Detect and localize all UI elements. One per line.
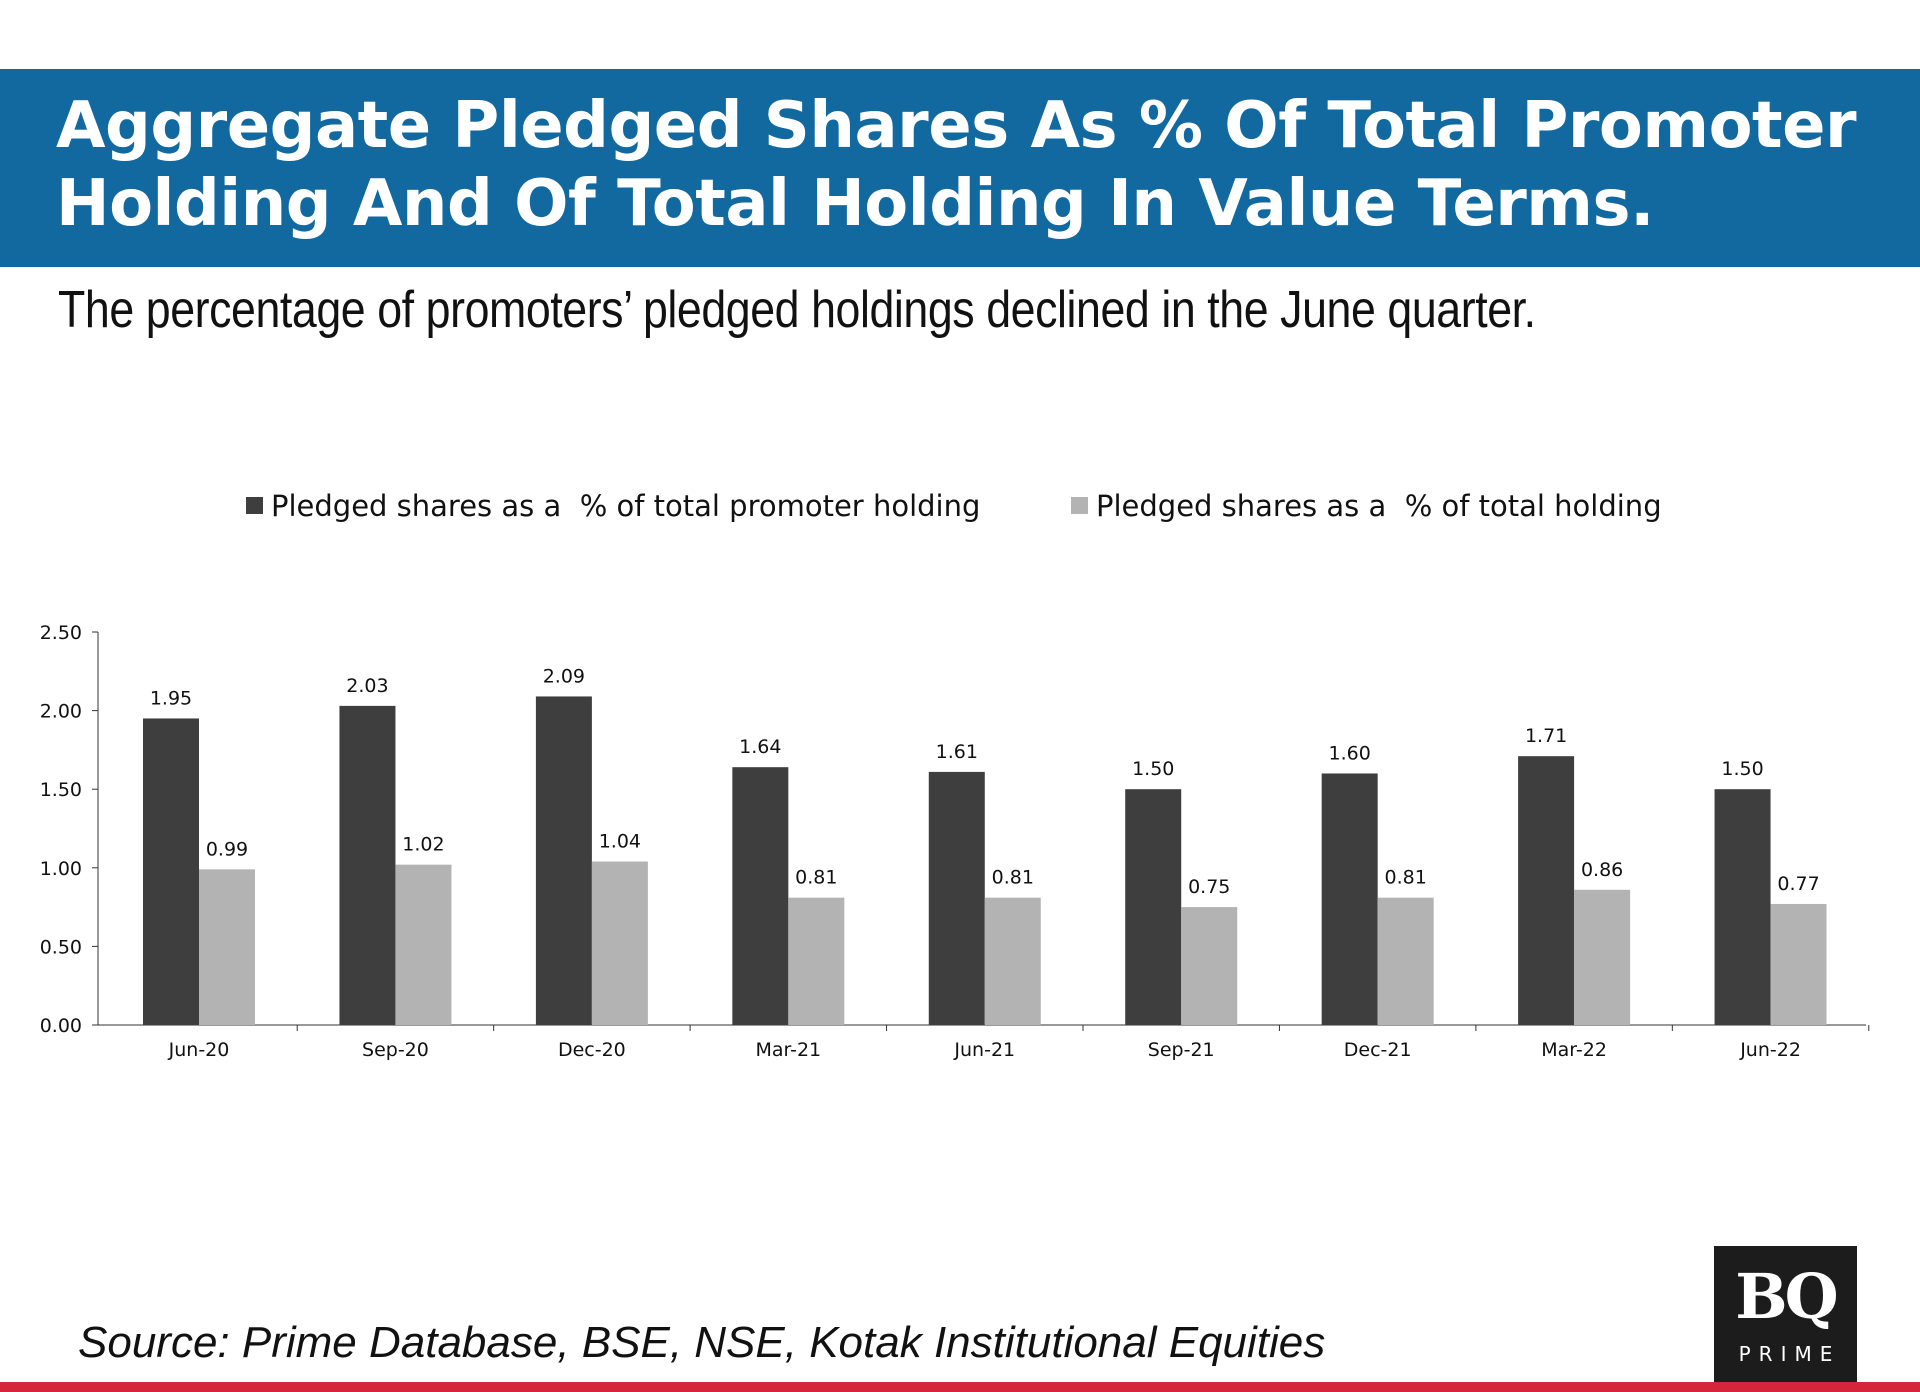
data-label-series-2-Dec-20: 1.04 xyxy=(599,831,641,853)
x-tick-label-Dec-21: Dec-21 xyxy=(1344,1039,1412,1061)
logo-text-top: BQ xyxy=(1735,1260,1838,1333)
bar-series-1-Sep-21 xyxy=(1125,789,1182,1025)
bar-series-1-Jun-22 xyxy=(1714,789,1771,1025)
bq-prime-logo: BQ PRIME xyxy=(1714,1246,1857,1392)
bar-chart: Pledged shares as a % of total promoter … xyxy=(40,489,1870,1061)
y-tick-label: 0.50 xyxy=(40,936,82,958)
data-label-series-1-Sep-21: 1.50 xyxy=(1132,758,1174,780)
source-note: Source: Prime Database, BSE, NSE, Kotak … xyxy=(78,1318,1326,1367)
data-label-series-2-Mar-22: 0.86 xyxy=(1581,859,1623,881)
bar-series-1-Jun-20 xyxy=(143,718,199,1025)
bar-series-2-Sep-21 xyxy=(1181,907,1238,1025)
data-label-series-1-Mar-21: 1.64 xyxy=(739,736,781,758)
data-label-series-2-Jun-21: 0.81 xyxy=(992,867,1034,889)
data-label-series-2-Jun-20: 0.99 xyxy=(206,838,248,860)
x-tick-label-Sep-21: Sep-21 xyxy=(1148,1039,1215,1061)
subtitle: The percentage of promoters’ pledged hol… xyxy=(58,281,1536,339)
data-label-series-1-Dec-21: 1.60 xyxy=(1329,742,1371,764)
bar-series-2-Jun-22 xyxy=(1770,903,1827,1025)
x-tick-label-Mar-21: Mar-21 xyxy=(755,1039,821,1061)
x-tick-label-Jun-21: Jun-21 xyxy=(953,1039,1015,1061)
y-tick-label: 2.50 xyxy=(40,622,82,644)
title-band: Aggregate Pledged Shares As % Of Total P… xyxy=(0,69,1920,267)
data-label-series-1-Jun-21: 1.61 xyxy=(936,741,978,763)
bar-series-2-Sep-20 xyxy=(395,864,452,1025)
bar-series-1-Mar-22 xyxy=(1518,756,1575,1025)
bar-series-1-Dec-21 xyxy=(1321,773,1378,1025)
x-tick-label-Sep-20: Sep-20 xyxy=(362,1039,429,1061)
legend-label-1: Pledged shares as a % of total promoter … xyxy=(271,489,980,523)
legend-label-2: Pledged shares as a % of total holding xyxy=(1096,489,1662,523)
bar-series-1-Sep-20 xyxy=(339,705,396,1025)
logo-text-bottom: PRIME xyxy=(1738,1342,1841,1366)
bar-series-1-Dec-20 xyxy=(535,696,592,1025)
bar-series-2-Dec-20 xyxy=(591,861,648,1025)
data-label-series-2-Mar-21: 0.81 xyxy=(795,867,837,889)
data-label-series-2-Sep-21: 0.75 xyxy=(1188,876,1230,898)
title-line-1: Aggregate Pledged Shares As % Of Total P… xyxy=(56,89,1857,163)
x-tick-label-Dec-20: Dec-20 xyxy=(558,1039,626,1061)
y-tick-label: 1.50 xyxy=(40,779,82,801)
data-label-series-1-Mar-22: 1.71 xyxy=(1525,725,1567,747)
title-line-2: Holding And Of Total Holding In Value Te… xyxy=(56,167,1654,241)
y-tick-label: 0.00 xyxy=(40,1015,82,1037)
x-tick-label-Jun-20: Jun-20 xyxy=(168,1039,230,1061)
bar-series-2-Mar-21 xyxy=(788,897,845,1025)
bar-series-2-Jun-20 xyxy=(199,869,255,1025)
bar-series-2-Dec-21 xyxy=(1377,897,1434,1025)
data-label-series-1-Sep-20: 2.03 xyxy=(346,675,388,697)
bar-series-2-Jun-21 xyxy=(984,897,1041,1025)
data-label-series-2-Sep-20: 1.02 xyxy=(402,834,444,856)
bar-series-1-Mar-21 xyxy=(732,767,789,1025)
data-label-series-1-Jun-20: 1.95 xyxy=(150,687,192,709)
data-label-series-2-Jun-22: 0.77 xyxy=(1777,873,1819,895)
legend-swatch-2 xyxy=(1071,497,1088,514)
footer-line xyxy=(0,1382,1920,1392)
data-label-series-1-Dec-20: 2.09 xyxy=(543,665,585,687)
legend-swatch-1 xyxy=(246,497,263,514)
x-tick-label-Mar-22: Mar-22 xyxy=(1541,1039,1607,1061)
data-label-series-2-Dec-21: 0.81 xyxy=(1385,867,1427,889)
y-tick-label: 1.00 xyxy=(40,858,82,880)
x-tick-label-Jun-22: Jun-22 xyxy=(1739,1039,1801,1061)
y-tick-label: 2.00 xyxy=(40,701,82,723)
bar-series-2-Mar-22 xyxy=(1574,889,1631,1025)
data-label-series-1-Jun-22: 1.50 xyxy=(1721,758,1763,780)
bar-series-1-Jun-21 xyxy=(928,771,985,1025)
